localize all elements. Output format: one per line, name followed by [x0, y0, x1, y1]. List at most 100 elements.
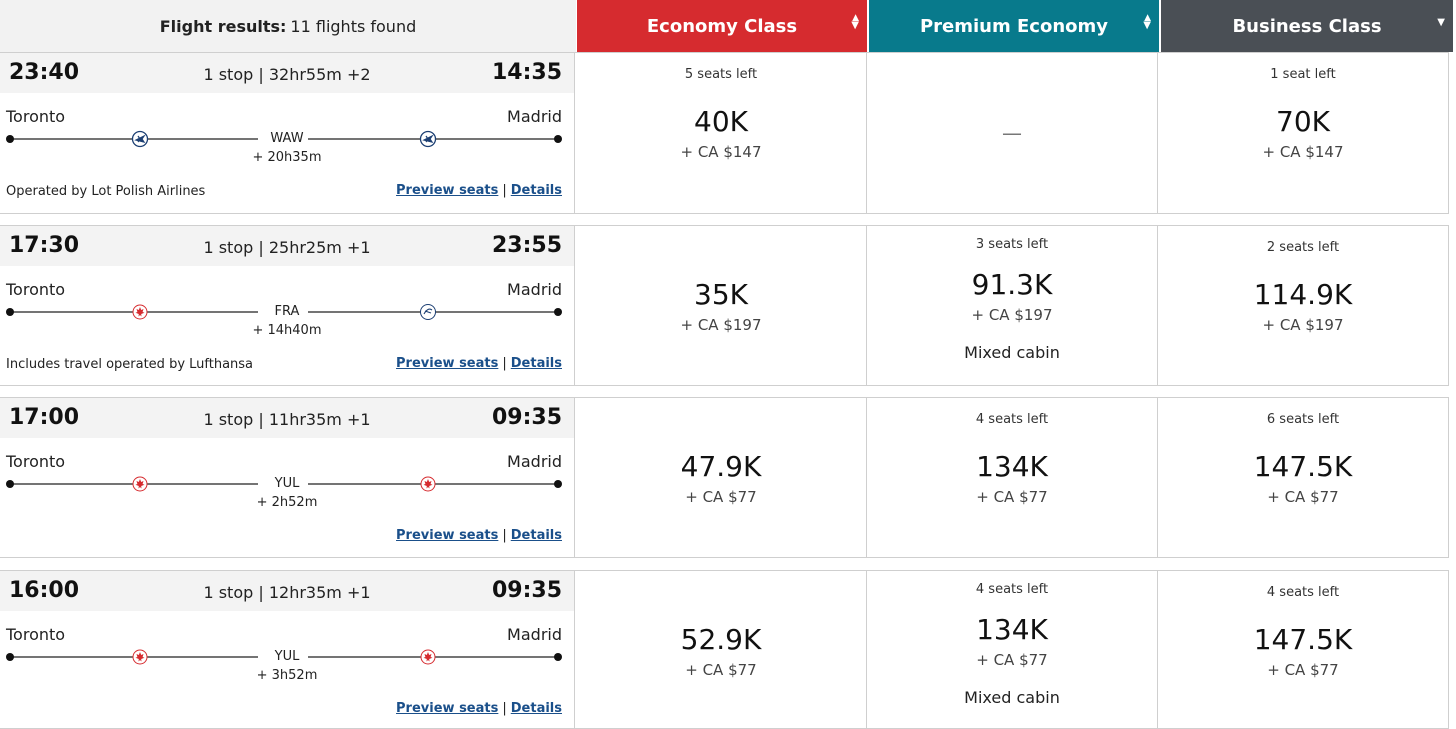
flight-info: 17:00 09:35 1 stop | 11hr35m +1 Toronto Madr…	[0, 398, 575, 558]
stops-duration: 1 stop | 25hr25m +1	[203, 238, 371, 257]
layover-time: + 2h52m	[256, 495, 318, 510]
destination-city: Madrid	[507, 280, 562, 299]
tax-amount: + CA $77	[1267, 661, 1339, 679]
economy-fare-cell[interactable]: 35K + CA $197	[576, 226, 867, 386]
sort-down-icon: ▼	[851, 20, 859, 31]
seats-left: 1 seat left	[1270, 67, 1336, 82]
points-price: 134K	[976, 613, 1048, 646]
air-canada-icon	[420, 476, 436, 492]
tax-amount: + CA $197	[1262, 316, 1344, 334]
premium-economy-fare-cell[interactable]: 3 seats left 91.3K + CA $197 Mixed cabin	[867, 226, 1158, 386]
row-top-border	[0, 225, 1449, 226]
link-separator: |	[502, 356, 507, 371]
points-price: 70K	[1276, 105, 1330, 138]
origin-dot	[6, 135, 14, 143]
details-link[interactable]: Details	[510, 701, 562, 716]
seats-left: 6 seats left	[1266, 412, 1340, 427]
row-top-border	[0, 397, 1449, 398]
points-price: 91.3K	[971, 268, 1053, 301]
destination-dot	[554, 480, 562, 488]
premium-economy-fare-cell: —	[867, 53, 1158, 214]
premium-economy-fare-cell[interactable]: 4 seats left 134K + CA $77	[867, 398, 1158, 558]
operated-by: Operated by Lot Polish Airlines	[6, 184, 206, 199]
lot-airlines-icon	[419, 130, 437, 148]
business-fare-cell[interactable]: 1 seat left 70K + CA $147	[1158, 53, 1449, 214]
business-fare-cell[interactable]: 6 seats left 147.5K + CA $77	[1158, 398, 1449, 558]
departure-time: 17:30	[9, 233, 80, 258]
business-fare-cell[interactable]: 4 seats left 147.5K + CA $77	[1158, 571, 1449, 729]
flight-links: Preview seats | Details	[396, 528, 562, 543]
air-canada-icon	[132, 476, 148, 492]
lot-airlines-icon	[131, 130, 149, 148]
flight-row: 17:30 23:55 1 stop | 25hr25m +1 Toronto Madr…	[0, 225, 1456, 386]
points-price: 114.9K	[1253, 278, 1353, 311]
premium-economy-header[interactable]: Premium Economy ▲ ▼	[869, 0, 1159, 52]
flight-links: Preview seats | Details	[396, 183, 562, 198]
details-link[interactable]: Details	[510, 356, 562, 371]
destination-city: Madrid	[507, 452, 562, 471]
arrival-time: 14:35	[491, 60, 562, 85]
points-price: 52.9K	[680, 623, 762, 656]
destination-dot	[554, 308, 562, 316]
business-fare-cell[interactable]: 2 seats left 114.9K + CA $197	[1158, 226, 1449, 386]
sort-down-icon: ▼	[1437, 17, 1445, 28]
tax-amount: + CA $197	[680, 316, 762, 334]
economy-fare-cell[interactable]: 52.9K + CA $77	[576, 571, 867, 729]
origin-city: Toronto	[6, 452, 66, 471]
stops-duration: 1 stop | 11hr35m +1	[203, 410, 371, 429]
seats-left: 4 seats left	[975, 412, 1049, 427]
route-line	[6, 649, 562, 665]
details-link[interactable]: Details	[510, 183, 562, 198]
economy-fare-cell[interactable]: 47.9K + CA $77	[576, 398, 867, 558]
seats-left: 4 seats left	[1266, 585, 1340, 600]
seats-left: 2 seats left	[1266, 240, 1340, 255]
destination-dot	[554, 135, 562, 143]
points-price: 147.5K	[1253, 450, 1353, 483]
time-strip	[0, 226, 574, 266]
sort-down-icon: ▼	[1143, 20, 1151, 31]
origin-dot	[6, 653, 14, 661]
departure-time: 16:00	[9, 578, 80, 603]
operated-by: Includes travel operated by Lufthansa	[6, 357, 254, 372]
origin-city: Toronto	[6, 280, 66, 299]
link-separator: |	[502, 701, 507, 716]
tax-amount: + CA $77	[976, 488, 1048, 506]
seats-left: 5 seats left	[684, 67, 758, 82]
points-price: 147.5K	[1253, 623, 1353, 656]
layover-time: + 3h52m	[256, 668, 318, 683]
layover-time: + 14h40m	[252, 323, 322, 338]
seats-left: 3 seats left	[975, 237, 1049, 252]
air-canada-icon	[420, 649, 436, 665]
time-strip	[0, 571, 574, 611]
points-price: 35K	[694, 278, 748, 311]
stops-duration: 1 stop | 32hr55m +2	[203, 65, 371, 84]
route-line	[6, 130, 562, 148]
flight-info: 16:00 09:35 1 stop | 12hr35m +1 Toronto Madr…	[0, 571, 575, 729]
preview-seats-link[interactable]: Preview seats	[396, 183, 499, 198]
premium-economy-fare-cell[interactable]: 4 seats left 134K + CA $77 Mixed cabin	[867, 571, 1158, 729]
air-canada-icon	[132, 304, 148, 320]
destination-city: Madrid	[507, 625, 562, 644]
connection-airport: YUL	[274, 649, 300, 664]
flight-links: Preview seats | Details	[396, 356, 562, 371]
preview-seats-link[interactable]: Preview seats	[396, 701, 499, 716]
origin-dot	[6, 480, 14, 488]
economy-fare-cell[interactable]: 5 seats left 40K + CA $147	[576, 53, 867, 214]
link-separator: |	[502, 183, 507, 198]
mixed-cabin-note: Mixed cabin	[964, 688, 1060, 707]
preview-seats-link[interactable]: Preview seats	[396, 528, 499, 543]
destination-dot	[554, 653, 562, 661]
row-bottom-border	[0, 385, 1449, 386]
connection-airport: YUL	[274, 476, 300, 491]
tax-amount: + CA $77	[685, 661, 757, 679]
preview-seats-link[interactable]: Preview seats	[396, 356, 499, 371]
flight-row: 23:40 14:35 1 stop | 32hr55m +2 Toronto Madr…	[0, 52, 1456, 214]
details-link[interactable]: Details	[510, 528, 562, 543]
row-top-border	[0, 52, 1449, 53]
tax-amount: + CA $77	[685, 488, 757, 506]
departure-time: 23:40	[9, 60, 80, 85]
economy-class-header[interactable]: Economy Class ▲ ▼	[577, 0, 867, 52]
business-class-header[interactable]: Business Class ▼	[1161, 0, 1453, 52]
destination-city: Madrid	[507, 107, 562, 126]
route-line	[6, 304, 562, 320]
